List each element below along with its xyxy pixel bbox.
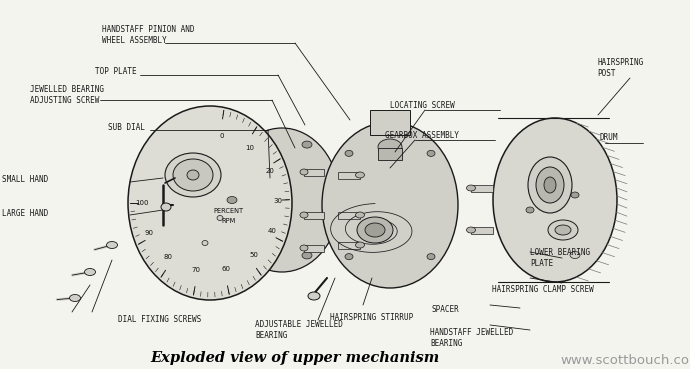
Ellipse shape [161,203,171,211]
Text: ADJUSTABLE JEWELLED
BEARING: ADJUSTABLE JEWELLED BEARING [255,320,343,340]
Text: SPACER: SPACER [432,306,460,314]
Ellipse shape [217,215,223,221]
Bar [338,242,360,249]
Text: RPM: RPM [221,218,235,224]
Ellipse shape [128,106,292,300]
Ellipse shape [355,212,364,218]
Ellipse shape [173,159,213,191]
Ellipse shape [526,207,534,213]
Ellipse shape [322,122,458,288]
Ellipse shape [302,141,312,148]
Ellipse shape [308,292,320,300]
Ellipse shape [493,118,617,282]
Text: 10: 10 [246,145,255,151]
Bar [338,212,360,219]
Bar [471,185,493,192]
Text: HANDSTAFF PINION AND
WHEEL ASSEMBLY: HANDSTAFF PINION AND WHEEL ASSEMBLY [102,25,195,45]
Text: 90: 90 [144,230,153,236]
Bar [338,172,360,179]
Text: 80: 80 [164,254,172,259]
Text: HANDSTAFF JEWELLED
BEARING: HANDSTAFF JEWELLED BEARING [430,328,513,348]
Bar [378,148,402,160]
Ellipse shape [528,157,572,213]
Ellipse shape [357,217,393,243]
Text: Exploded view of upper mechanism: Exploded view of upper mechanism [150,351,440,365]
Ellipse shape [345,151,353,156]
Text: PERCENT: PERCENT [213,208,243,214]
Ellipse shape [165,153,221,197]
Text: LARGE HAND: LARGE HAND [2,208,48,217]
Ellipse shape [70,294,81,301]
Ellipse shape [355,172,364,178]
Text: 30: 30 [273,198,282,204]
Text: 100: 100 [135,200,149,206]
Text: TOP PLATE: TOP PLATE [95,68,137,76]
Text: 60: 60 [222,266,231,272]
Ellipse shape [187,170,199,180]
Bar [304,212,324,219]
Ellipse shape [227,197,237,203]
Ellipse shape [274,190,290,210]
Ellipse shape [365,223,385,237]
Ellipse shape [466,185,475,191]
Text: DRUM: DRUM [600,134,618,142]
Text: DIAL FIXING SCREWS: DIAL FIXING SCREWS [118,315,201,324]
Ellipse shape [548,220,578,240]
Ellipse shape [555,225,571,235]
Text: 70: 70 [191,266,200,273]
Ellipse shape [300,245,308,251]
Text: SUB DIAL: SUB DIAL [108,123,145,131]
Bar [370,110,410,135]
Ellipse shape [571,192,579,198]
Text: 20: 20 [266,168,275,174]
Bar [304,245,324,252]
Ellipse shape [427,151,435,156]
Text: LOCATING SCREW: LOCATING SCREW [390,101,455,110]
Ellipse shape [570,252,580,259]
Text: HAIRSPRING CLAMP SCREW: HAIRSPRING CLAMP SCREW [492,286,594,294]
Ellipse shape [378,139,402,155]
Text: JEWELLED BEARING
ADJUSTING SCREW: JEWELLED BEARING ADJUSTING SCREW [30,85,104,105]
Ellipse shape [345,254,353,260]
Ellipse shape [302,252,312,259]
Text: HAIRSPRING STIRRUP: HAIRSPRING STIRRUP [330,314,413,323]
Ellipse shape [355,242,364,248]
Ellipse shape [106,241,117,248]
Bar [471,227,493,234]
Text: GEARBOX ASSEMBLY: GEARBOX ASSEMBLY [385,131,459,139]
Ellipse shape [544,177,556,193]
Text: LOWER BEARING
PLATE: LOWER BEARING PLATE [530,248,590,268]
Ellipse shape [300,169,308,175]
Ellipse shape [202,241,208,245]
Ellipse shape [224,128,340,272]
Ellipse shape [300,212,308,218]
Text: 40: 40 [268,228,277,234]
Bar [304,169,324,176]
Text: SMALL HAND: SMALL HAND [2,176,48,184]
Ellipse shape [536,167,564,203]
Ellipse shape [466,227,475,233]
Text: www.scottbouch.com: www.scottbouch.com [560,354,690,366]
Ellipse shape [427,254,435,260]
Text: HAIRSPRING
POST: HAIRSPRING POST [597,58,643,78]
Text: 50: 50 [249,252,258,258]
Text: 0: 0 [219,133,224,139]
Ellipse shape [84,269,95,276]
